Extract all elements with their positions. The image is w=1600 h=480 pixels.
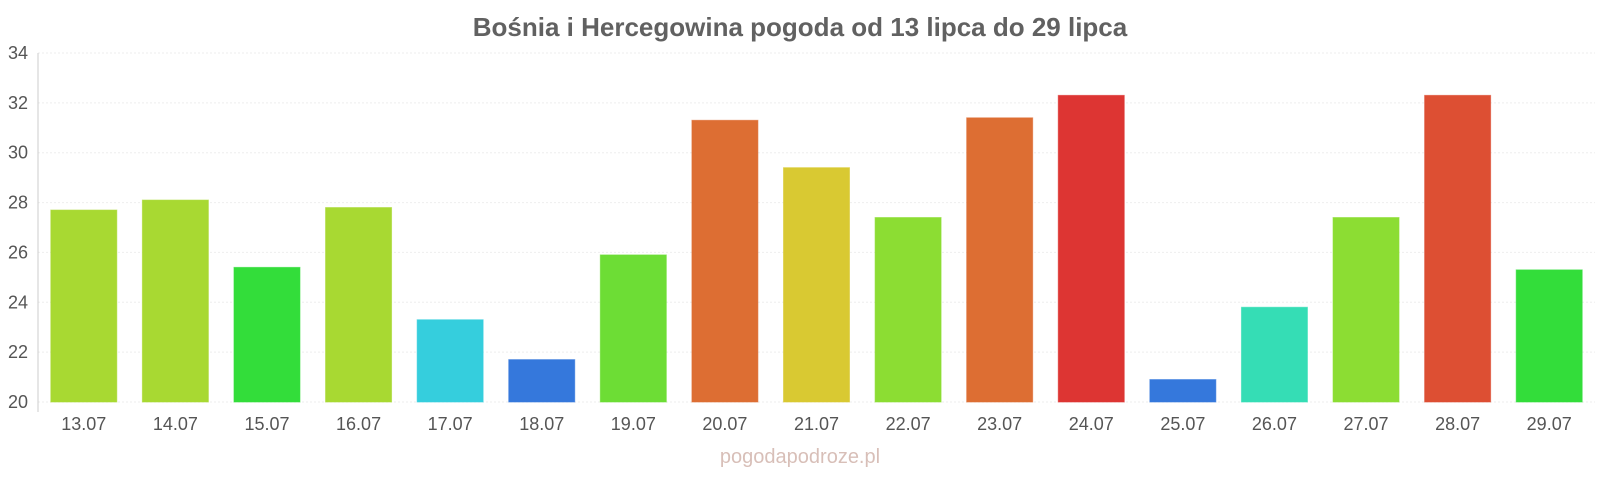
y-tick-label: 30 [8, 143, 28, 163]
bar [416, 319, 484, 403]
bar [783, 167, 850, 403]
y-tick-label: 26 [8, 242, 28, 262]
bar [1240, 306, 1308, 403]
x-tick-label: 16.07 [336, 414, 381, 434]
bar [874, 217, 942, 403]
chart-title: Bośnia i Hercegowina pogoda od 13 lipca … [473, 12, 1128, 42]
x-tick-label: 19.07 [611, 414, 656, 434]
x-tick-label: 25.07 [1160, 414, 1205, 434]
bar [50, 209, 118, 403]
y-tick-label: 32 [8, 93, 28, 113]
bar [1149, 379, 1217, 403]
y-tick-label: 22 [8, 342, 28, 362]
x-tick-label: 14.07 [153, 414, 198, 434]
x-tick-label: 17.07 [428, 414, 473, 434]
bar [508, 359, 576, 403]
y-axis: 20 22 24 26 28 30 32 34 [8, 43, 39, 412]
bar [1515, 269, 1583, 403]
y-tick-label: 24 [8, 292, 28, 312]
credit-text: pogodapodroze.pl [720, 446, 880, 468]
x-tick-label: 23.07 [977, 414, 1022, 434]
x-axis: 13.07 14.07 15.07 16.07 17.07 18.07 19.07 20.07… [61, 414, 1571, 434]
x-tick-label: 15.07 [244, 414, 289, 434]
bar [691, 119, 759, 403]
bar [141, 199, 209, 403]
y-tick-label: 20 [8, 392, 28, 412]
bar [1057, 94, 1125, 403]
bar [325, 207, 393, 403]
bar [233, 266, 301, 403]
x-tick-label: 29.07 [1527, 414, 1572, 434]
x-tick-label: 28.07 [1435, 414, 1480, 434]
x-tick-label: 22.07 [886, 414, 931, 434]
x-tick-label: 20.07 [702, 414, 747, 434]
bars [50, 94, 1583, 403]
bar [966, 117, 1034, 403]
y-tick-label: 34 [8, 43, 28, 63]
x-tick-label: 24.07 [1069, 414, 1114, 434]
bar [599, 254, 667, 403]
x-tick-label: 27.07 [1344, 414, 1389, 434]
x-tick-label: 26.07 [1252, 414, 1297, 434]
x-tick-label: 21.07 [794, 414, 839, 434]
bar [1424, 94, 1492, 403]
x-tick-label: 13.07 [61, 414, 106, 434]
x-tick-label: 18.07 [519, 414, 564, 434]
y-tick-label: 28 [8, 193, 28, 213]
bar [1332, 217, 1400, 403]
